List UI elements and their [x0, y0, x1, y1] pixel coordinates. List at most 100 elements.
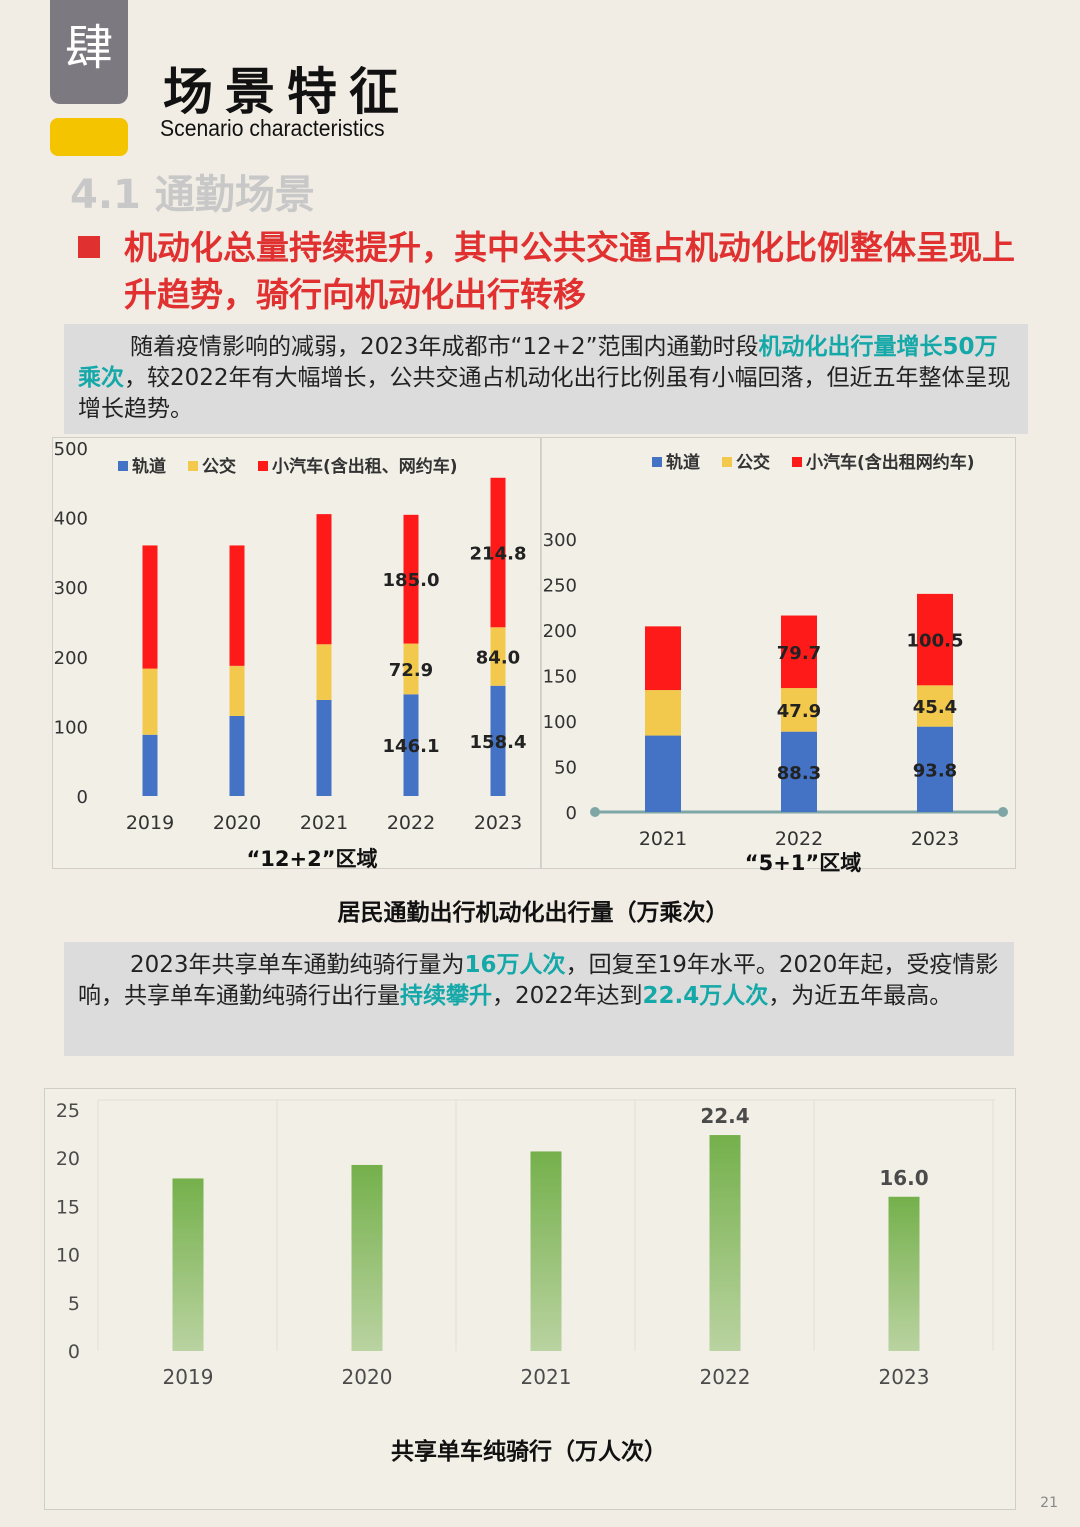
p2-highlight-2: 持续攀升: [400, 983, 492, 1009]
y-tick-label-2: 5: [68, 1293, 80, 1315]
bar-segment-0: [403, 514, 419, 644]
x-tick-label-2: 2019: [163, 1365, 214, 1389]
y-tick-label-2: 0: [68, 1341, 80, 1363]
data-label-1: 45.4: [913, 697, 957, 718]
legend-label-0: 轨道: [132, 456, 166, 477]
y-tick-label-0: 0: [77, 787, 88, 808]
page-title: 场景特征: [163, 63, 411, 121]
bar-segment-0: [229, 665, 245, 716]
y-tick-label-1: 100: [543, 712, 577, 733]
p2-highlight-1: 16万人次: [464, 952, 566, 978]
data-label-0: 214.8: [470, 544, 527, 565]
bar-segment-0: [316, 699, 332, 796]
legend-label-0: 公交: [202, 456, 236, 477]
p1-highlight: 机动化出行量增长50万乘次: [78, 334, 998, 391]
data-label-0: 185.0: [383, 570, 440, 591]
y-tick-label-1: 300: [543, 530, 577, 551]
bar-2: [172, 1178, 204, 1351]
bar-segment-0: [490, 685, 506, 796]
p1-text: 随着疫情影响的减弱，2023年成都市“12+2”范围内通勤时段: [130, 334, 759, 360]
x-tick-label-0: 2020: [213, 812, 261, 834]
chart-bike-panel: [44, 1088, 1016, 1510]
legend-label-1: 小汽车(含出租网约车): [806, 452, 975, 473]
p1-text-end: ，较2022年有大幅增长，公共交通占机动化出行比例虽有小幅回落，但近五年整体呈现…: [78, 365, 1011, 422]
y-tick-label-0: 400: [54, 509, 88, 530]
x-tick-label-1: 2023: [911, 828, 959, 850]
legend-swatch-1: [792, 457, 802, 467]
legend-label-1: 轨道: [666, 452, 700, 473]
bar-segment-1: [917, 593, 953, 686]
bar-segment-0: [403, 643, 419, 695]
y-tick-label-1: 250: [543, 576, 577, 597]
x-tick-label-0: 2023: [474, 812, 522, 834]
data-label-0: 146.1: [383, 736, 440, 757]
x-tick-label-1: 2021: [639, 828, 687, 850]
bar-segment-1: [781, 731, 817, 812]
y-tick-label-2: 10: [56, 1245, 80, 1267]
y-tick-label-0: 500: [54, 439, 88, 460]
bar-2: [888, 1196, 920, 1351]
bar-segment-0: [142, 545, 158, 669]
legend-swatch-0: [188, 461, 198, 471]
legend-swatch-0: [258, 461, 268, 471]
x-tick-label-0: 2021: [300, 812, 348, 834]
data-label-2: 22.4: [700, 1104, 749, 1128]
bar-segment-1: [781, 615, 817, 689]
bar-segment-0: [316, 514, 332, 645]
data-label-1: 93.8: [913, 760, 957, 781]
data-label-0: 158.4: [470, 732, 527, 753]
bar-segment-0: [403, 694, 419, 796]
x-tick-label-0: 2022: [387, 812, 435, 834]
bar-segment-1: [917, 685, 953, 727]
x-tick-label-2: 2021: [521, 1365, 572, 1389]
bar-segment-1: [781, 688, 817, 732]
paragraph-2: 2023年共享单车通勤纯骑行量为16万人次，回复至19年水平。2020年起，受疫…: [64, 942, 1014, 1056]
x-tick-label-1: 2022: [775, 828, 823, 850]
chapter-glyph: 肆: [64, 20, 113, 76]
y-tick-label-0: 200: [54, 648, 88, 669]
x-axis-title-0: “12+2”区域: [246, 847, 377, 871]
page-number: 21: [1040, 1495, 1058, 1511]
y-tick-label-2: 25: [56, 1100, 80, 1122]
y-tick-label-0: 300: [54, 578, 88, 599]
bar-segment-1: [645, 626, 681, 691]
y-tick-label-2: 20: [56, 1148, 80, 1170]
data-label-0: 84.0: [476, 648, 520, 669]
chapter-accent: [50, 118, 128, 156]
headline-bullet-icon: [78, 236, 100, 258]
paragraph-1: 随着疫情影响的减弱，2023年成都市“12+2”范围内通勤时段机动化出行量增长5…: [64, 324, 1028, 434]
y-tick-label-1: 50: [554, 758, 577, 779]
y-tick-label-1: 200: [543, 621, 577, 642]
y-tick-label-1: 150: [543, 667, 577, 688]
data-label-1: 88.3: [777, 763, 821, 784]
data-label-2: 16.0: [879, 1166, 928, 1190]
p2-text-3: ，2022年达到: [492, 983, 643, 1009]
y-tick-label-1: 0: [566, 803, 577, 824]
chart-bike-caption: 共享单车纯骑行（万人次）: [391, 1439, 667, 1465]
bar-2: [530, 1151, 562, 1351]
data-label-1: 100.5: [907, 631, 964, 652]
bar-segment-0: [142, 734, 158, 796]
bar-segment-1: [645, 735, 681, 812]
x-tick-label-0: 2019: [126, 812, 174, 834]
x-axis-title-1: “5+1”区域: [745, 851, 861, 875]
data-label-1: 79.7: [777, 643, 821, 664]
legend-swatch-1: [652, 457, 662, 467]
section-title: 4.1 通勤场景: [70, 172, 315, 218]
x-tick-label-2: 2023: [879, 1365, 930, 1389]
bar-segment-0: [490, 627, 506, 686]
x-tick-label-2: 2020: [342, 1365, 393, 1389]
bar-segment-1: [917, 726, 953, 812]
y-tick-label-0: 100: [54, 717, 88, 738]
axis-end-dot-1: [590, 807, 600, 817]
p2-text-2: ，回复至19年水平。2020年起，受疫情影响，共享单车通勤纯骑行出行量: [78, 952, 999, 1009]
page-subtitle: Scenario characteristics: [160, 115, 385, 141]
bar-2: [351, 1164, 383, 1351]
chart-12plus2-panel: [52, 437, 542, 869]
legend-label-0: 小汽车(含出租、网约车): [272, 456, 458, 477]
chart-group-caption: 居民通勤出行机动化出行量（万乘次）: [337, 900, 729, 926]
legend-label-1: 公交: [736, 452, 770, 473]
legend-swatch-1: [722, 457, 732, 467]
p2-text-1: 2023年共享单车通勤纯骑行量为: [130, 952, 465, 978]
